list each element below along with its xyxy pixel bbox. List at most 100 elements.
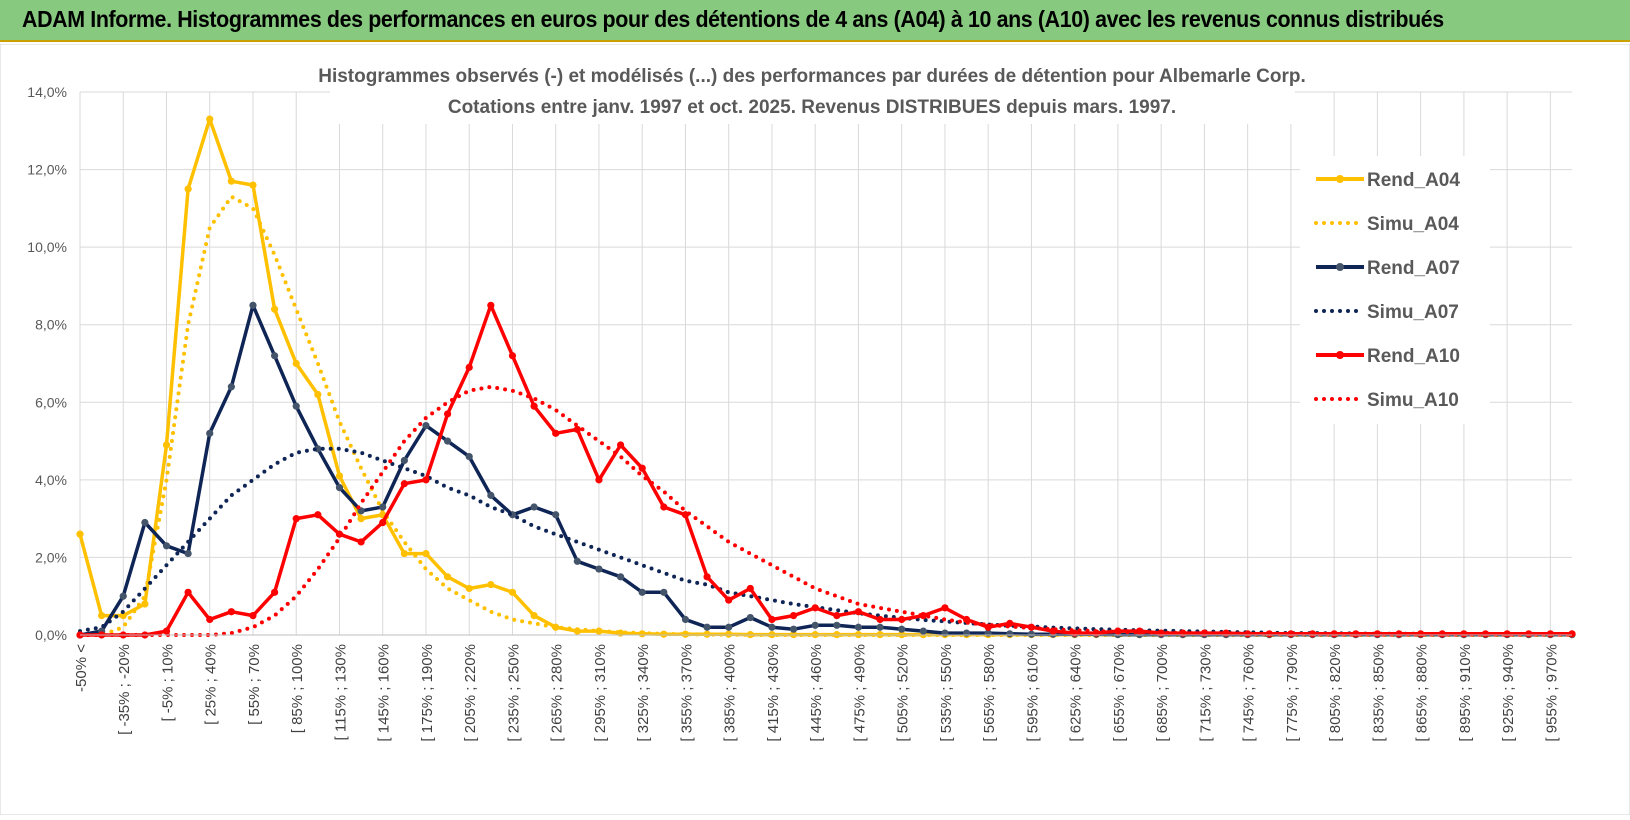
y-tick-label: 12,0% (27, 162, 67, 178)
rend-a07-point (443, 437, 452, 445)
x-tick-label: [ 205% ; 220% (462, 644, 479, 742)
rend-a10-point (508, 352, 517, 360)
x-tick-label: [ 595% ; 610% (1024, 644, 1041, 742)
rend-a07-point (638, 588, 646, 596)
rend-a04-point (335, 472, 344, 480)
rend-a10-point (314, 511, 322, 519)
x-tick-label: [ -35% ; -20% (116, 644, 133, 735)
rend-a10-point (789, 612, 798, 620)
x-tick-label: [ 145% ; 160% (376, 644, 393, 742)
rend-a07-point (249, 301, 257, 309)
rend-a10-legend-marker (1336, 351, 1344, 359)
x-tick-label: [ 445% ; 460% (808, 644, 825, 742)
rend-a07-point (703, 623, 711, 631)
x-tick-label: -50% < (73, 644, 90, 692)
rend-a07-point (465, 452, 473, 461)
rend-a10-point (833, 612, 841, 620)
rend-a10-point (1352, 630, 1360, 638)
rend-a04-point (184, 185, 192, 193)
rend-a07-point (119, 592, 127, 600)
rend-a10-point (379, 518, 387, 527)
rend-a07-point (833, 621, 841, 629)
x-tick-label: [ 745% ; 760% (1241, 644, 1258, 742)
rend-a04-point (400, 549, 408, 558)
rend-a07-point (789, 625, 798, 633)
x-tick-label: [ 505% ; 520% (895, 644, 912, 742)
rend-a04-point (465, 584, 473, 593)
rend-a07-point (746, 613, 754, 622)
rend-a07-point (660, 588, 668, 596)
x-tick-label: [ 895% ; 910% (1457, 644, 1474, 742)
performance-histogram-chart: 0,0% 2,0% 4,0% 6,0% 8,0% 10,0% 12,0% 14,0% -50% … (0, 43, 1630, 816)
rend-a07-point (206, 429, 214, 437)
rend-a07-point (379, 503, 387, 511)
simu-a10-legend-label: Simu_A10 (1367, 390, 1459, 411)
x-tick-label: [ 835% ; 850% (1370, 644, 1387, 742)
header-bar: ADAM Informe. Histogrammes des performan… (0, 0, 1630, 42)
rend-a07-point (725, 623, 733, 631)
rend-a07-point (552, 511, 560, 519)
rend-a10-point (660, 503, 668, 511)
rend-a07-point (573, 557, 581, 565)
rend-a10-point (227, 608, 235, 616)
rend-a07-point (898, 625, 906, 633)
rend-a07-point (941, 629, 949, 637)
rend-a04-point (422, 549, 430, 558)
rend-a10-point (811, 604, 819, 612)
x-tick-label: [ 535% ; 550% (938, 644, 955, 742)
rend-a10-point (400, 480, 408, 488)
rend-a07-point (162, 542, 171, 550)
y-tick-label: 2,0% (35, 549, 67, 565)
rend-a10-point (1503, 630, 1511, 638)
x-tick-label: [ 355% ; 370% (678, 644, 695, 742)
rend-a07-point (1006, 630, 1014, 638)
rend-a07-point (141, 518, 149, 527)
rend-a07-point (768, 623, 776, 631)
rend-a04-point (249, 181, 257, 189)
rend-a10-point (184, 588, 192, 596)
rend-a04-point (508, 588, 517, 596)
x-tick-label: [ 655% ; 670% (1111, 644, 1128, 742)
rend-a10-point (357, 538, 365, 546)
rend-a10-point (746, 584, 754, 593)
y-tick-label: 6,0% (35, 394, 67, 410)
x-tick-label: [ 385% ; 400% (722, 644, 739, 742)
rend-a04-point (292, 359, 300, 368)
x-tick-label: [ 925% ; 940% (1500, 644, 1517, 742)
rend-a07-point (292, 402, 300, 410)
rend-a10-point (768, 615, 776, 624)
rend-a04-point (530, 612, 538, 620)
rend-a10-point (703, 573, 711, 581)
simu-a10-line (78, 384, 1574, 637)
x-tick-label: [ 85% ; 100% (289, 644, 306, 733)
x-tick-label: [ 865% ; 880% (1414, 644, 1431, 742)
rend-a10-point (292, 515, 300, 523)
rend-a07-point (962, 629, 971, 637)
rend-a04-point (162, 441, 171, 449)
rend-a10-line (80, 303, 1572, 637)
x-tick-label: [ 565% ; 580% (981, 644, 998, 742)
rend-a07-point (487, 491, 495, 499)
rend-a07-legend-label: Rend_A07 (1367, 258, 1460, 279)
legend: Rend_A04 Simu_A04 Rend_A07 Simu_A07 Rend_A10… (1300, 156, 1490, 424)
x-tick-label: [ 175% ; 190% (419, 644, 436, 742)
page-title: ADAM Informe. Histogrammes des performan… (22, 6, 1444, 32)
rend-a10-point (725, 596, 733, 604)
rend-a07-point (530, 503, 538, 511)
rend-a07-point (1027, 630, 1036, 638)
x-tick-label: [ 235% ; 250% (505, 644, 522, 742)
chart-frame: 0,0% 2,0% 4,0% 6,0% 8,0% 10,0% 12,0% 14,0% -50% … (0, 43, 1630, 816)
rend-a10-legend-label: Rend_A10 (1367, 346, 1460, 367)
chart-title: Histogrammes observés (-) et modélisés (… (318, 66, 1306, 87)
rend-a04-legend-marker (1336, 175, 1344, 183)
rend-a04-point (487, 580, 495, 589)
x-tick-label: [ -5% ; 10% (159, 644, 176, 722)
rend-a07-point (595, 565, 603, 573)
x-tick-label: [ 685% ; 700% (1154, 644, 1171, 742)
rend-a04-point (98, 612, 106, 620)
rend-a04-point (119, 612, 127, 620)
rend-a07-point (616, 573, 625, 581)
rend-a10-point (616, 441, 625, 449)
rend-a04-point (314, 390, 322, 399)
rend-a04-point (206, 115, 214, 123)
